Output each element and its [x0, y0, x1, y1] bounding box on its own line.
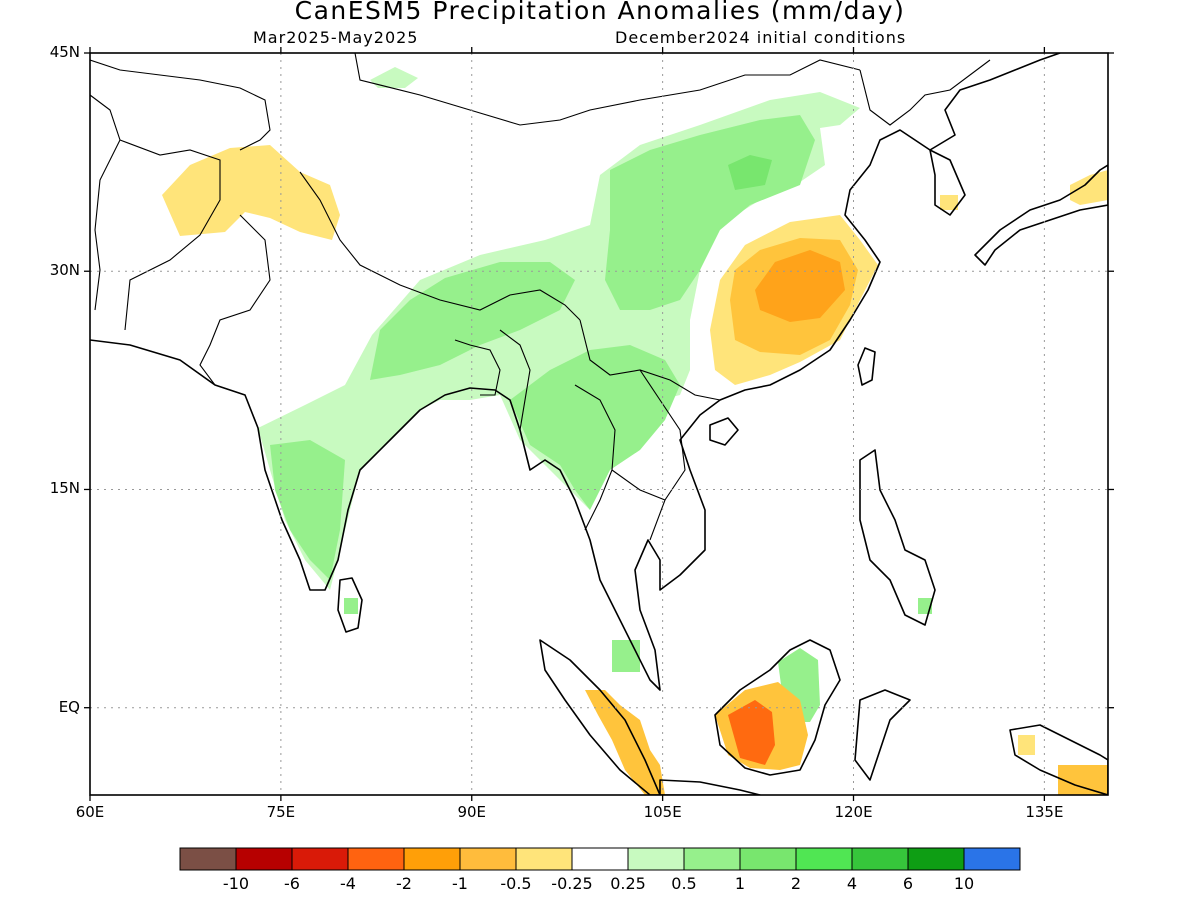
colorbar-label: 2 [791, 874, 801, 893]
border-central-asia [90, 59, 271, 151]
x-tick-label: 60E [75, 803, 105, 821]
colorbar: -10 -6 -4 -2 -1 -0.5 -0.25 0.25 0.5 1 2 4 6 10 [179, 847, 1021, 893]
colorbar-swatch [851, 847, 909, 871]
map-frame [89, 52, 1109, 796]
wet-region-sumatra-north [612, 640, 640, 672]
colorbar-label: -2 [396, 874, 412, 893]
borders [90, 53, 991, 541]
coastline-sumatra [539, 639, 661, 795]
coastline-sulawesi [854, 689, 911, 781]
colorbar-swatch [963, 847, 1021, 871]
colorbar-swatch [907, 847, 965, 871]
colorbar-swatch [235, 847, 293, 871]
coastline-newguinea [1009, 724, 1108, 795]
border-laos-vietnam [639, 369, 686, 541]
border-myanmar-thailand [574, 384, 616, 531]
wet-core-indochina [510, 345, 680, 510]
colorbar-swatch [627, 847, 685, 871]
colorbar-label: 6 [903, 874, 913, 893]
coastline-asia-mainland [90, 53, 1061, 691]
colorbar-swatch [795, 847, 853, 871]
colorbar-label: 0.5 [671, 874, 696, 893]
y-tick-label: EQ [58, 697, 80, 716]
x-tick-label: 90E [457, 803, 487, 821]
colorbar-swatch [739, 847, 797, 871]
border-afghanistan-pakistan [119, 139, 221, 331]
colorbar-swatch [179, 847, 237, 871]
x-tick-label: 105E [643, 803, 682, 821]
colorbar-label: 0.25 [610, 874, 646, 893]
dry-region-newguinea [1058, 765, 1108, 795]
coastline-philippines [859, 449, 936, 626]
y-tick-label: 45N [49, 43, 80, 61]
colorbar-label: -1 [452, 874, 468, 893]
dry-region-papua-spot [1018, 735, 1035, 755]
coastline-korea [929, 149, 966, 216]
y-tick-label: 15N [49, 479, 80, 498]
colorbar-swatch [403, 847, 461, 871]
colorbar-label: -4 [340, 874, 356, 893]
border-bangladesh [454, 339, 501, 396]
map-title: CanESM5 Precipitation Anomalies (mm/day) [294, 0, 906, 25]
graticule [90, 53, 1108, 795]
colorbar-label: -0.5 [500, 874, 531, 893]
dry-peak-borneo [728, 700, 775, 765]
border-iran-afghanistan [90, 94, 121, 311]
wet-core-india [270, 440, 345, 580]
colorbar-label: -0.25 [551, 874, 592, 893]
colorbar-label: -10 [223, 874, 249, 893]
dry-region-sumatra [585, 690, 665, 795]
colorbar-swatch [683, 847, 741, 871]
wet-core-himalaya [370, 262, 575, 380]
colorbar-label: 4 [847, 874, 857, 893]
coastline-taiwan [857, 347, 876, 386]
y-tick-label: 30N [49, 261, 80, 280]
dry-region-korea-spot [940, 195, 958, 210]
colorbar-swatch [347, 847, 405, 871]
wet-region-srilanka [344, 598, 358, 614]
x-tick-label: 120E [834, 803, 873, 821]
wet-region-tibet-spot [370, 67, 418, 88]
coastline-srilanka [337, 577, 363, 633]
border-himalaya [299, 171, 581, 321]
colorbar-swatch [459, 847, 517, 871]
colorbar-label: 10 [954, 874, 974, 893]
colorbar-label: -6 [284, 874, 300, 893]
coastline-japan [974, 164, 1108, 266]
coastline-borneo [714, 639, 841, 776]
dry-region-japan [1070, 170, 1108, 205]
border-mongolia-china [354, 53, 861, 126]
coastlines [90, 53, 1108, 795]
colorbar-swatch [515, 847, 573, 871]
border-thailand-cambodia [611, 469, 666, 501]
dry-region-pakistan [162, 145, 340, 240]
border-china-russia [859, 59, 991, 126]
coastline-java [659, 779, 761, 795]
initial-conditions: December2024 initial conditions [615, 28, 907, 47]
dry-peak-east-china [755, 250, 845, 322]
coastline-hainan [709, 417, 739, 446]
anomaly-fields [162, 67, 1108, 795]
wet-peak-china [728, 155, 772, 190]
border-india-pakistan [199, 214, 271, 386]
colorbar-swatch [291, 847, 349, 871]
x-tick-label: 75E [266, 803, 296, 821]
forecast-period: Mar2025-May2025 [253, 28, 419, 47]
x-tick-label: 135E [1025, 803, 1064, 821]
colorbar-swatch [571, 847, 629, 871]
tick-marks [84, 47, 1114, 801]
border-india-myanmar [499, 329, 531, 431]
colorbar-label: 1 [735, 874, 745, 893]
